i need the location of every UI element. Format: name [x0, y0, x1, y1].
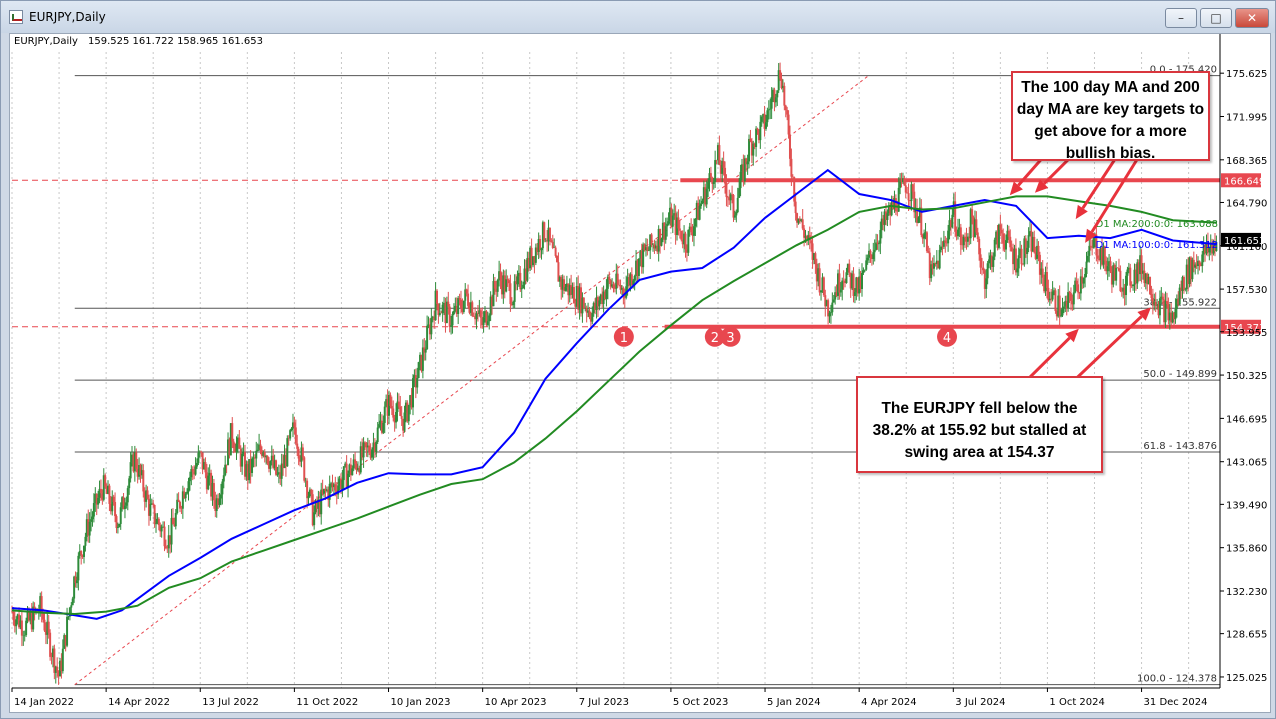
level-price-label: 154.373 [1224, 323, 1265, 334]
y-tick-label: 132.230 [1226, 587, 1267, 598]
maximize-button[interactable]: □ [1200, 8, 1232, 28]
x-tick-label: 3 Jul 2024 [955, 697, 1005, 708]
x-tick-label: 31 Dec 2024 [1144, 697, 1208, 708]
callout-fib-line-3: swing area at 154.37 [904, 444, 1055, 461]
x-tick-label: 10 Jan 2023 [391, 697, 451, 708]
info-ohlc: 159.525 161.722 158.965 161.653 [88, 36, 263, 47]
fib-trend-line [74, 75, 869, 686]
price-series [11, 62, 1218, 685]
ma-line-ma10000 [11, 168, 1217, 620]
swing-marker-label: 1 [620, 331, 628, 346]
callout-ma-line-2: day MA are key targets to [1016, 101, 1205, 118]
y-tick-label: 128.655 [1226, 630, 1267, 641]
callout-fib-line-2: 38.2% at 155.92 but stalled at [872, 422, 1087, 439]
minimize-button[interactable]: – [1165, 8, 1197, 28]
annotation-arrows [1009, 151, 1151, 392]
x-tick-label: 11 Oct 2022 [296, 697, 358, 708]
callout-ma-line-1: The 100 day MA and 200 [1021, 79, 1200, 96]
fib-level-label: 61.8 - 143.876 [1143, 441, 1217, 452]
swing-marker-label: 3 [726, 331, 734, 346]
chart-icon [9, 10, 23, 24]
y-tick-label: 139.490 [1226, 500, 1267, 511]
x-tick-label: 13 Jul 2022 [202, 697, 259, 708]
swing-marker-circle [613, 326, 634, 347]
axes: 14 Jan 2022 14 Apr 2022 13 Jul 2022 11 Oct … [11, 34, 1267, 708]
level-price-box [1221, 173, 1261, 188]
ma-arrow-head [1075, 204, 1088, 220]
last-price-box [1221, 232, 1261, 247]
y-tick-label: 135.860 [1226, 544, 1267, 555]
y-tick-label: 175.625 [1226, 69, 1267, 80]
swing-marker-circle [704, 326, 725, 347]
y-tick-label: 157.530 [1226, 285, 1267, 296]
level-price-label: 166.649 [1224, 176, 1265, 187]
callout-fib-note: The EURJPY fell below the 38.2% at 155.9… [856, 376, 1103, 473]
y-tick-label: 168.365 [1226, 156, 1267, 167]
x-tick-label: 5 Jan 2024 [767, 697, 821, 708]
x-tick-label: 10 Apr 2023 [485, 697, 547, 708]
ma-line-ma20000 [11, 195, 1217, 616]
ma-arrow-shaft [1090, 151, 1143, 233]
swing-marker-circle [937, 326, 958, 347]
fib-level-label: 50.0 - 149.899 [1143, 369, 1217, 380]
ma-arrow-shaft [1081, 151, 1121, 210]
callout-ma-line-4: bullish bias. [1065, 145, 1156, 162]
x-tick-label: 5 Oct 2023 [673, 697, 728, 708]
fib-level-label: 0.0 - 175.420 [1150, 65, 1217, 76]
grid [11, 52, 1190, 688]
ma-value-label: D1 MA:100:0:0: 161.312 [1096, 240, 1218, 251]
minimize-icon: – [1178, 11, 1184, 25]
swing-marker-circle [720, 326, 741, 347]
y-tick-label: 164.790 [1226, 198, 1267, 209]
ma-value-label: D1 MA:200:0:0: 163.088 [1096, 219, 1218, 230]
ma-arrow-head [1034, 179, 1049, 193]
info-symbol: EURJPY,Daily [14, 36, 78, 47]
swing-marker-label: 2 [711, 331, 719, 346]
last-price-label: 161.653 [1224, 236, 1265, 247]
x-tick-label: 14 Apr 2022 [108, 697, 170, 708]
y-tick-label: 143.065 [1226, 458, 1267, 469]
x-tick-label: 7 Jul 2023 [579, 697, 629, 708]
y-tick-label: 125.025 [1226, 673, 1267, 684]
fib-arrow-head [1137, 307, 1151, 321]
horizontal-levels: 166.649 154.373 [12, 173, 1265, 334]
y-tick-label: 153.955 [1226, 328, 1267, 339]
callout-ma-line-3: get above for a more [1034, 123, 1187, 140]
callout-ma-note: The 100 day MA and 200 day MA are key ta… [1011, 71, 1210, 162]
window-title: EURJPY,Daily [29, 10, 106, 24]
swing-marker-label: 4 [943, 331, 951, 346]
title-bar: EURJPY,Daily – □ ✕ [1, 1, 1275, 33]
y-tick-label: 146.695 [1226, 414, 1267, 425]
x-tick-label: 4 Apr 2024 [861, 697, 916, 708]
close-icon: ✕ [1246, 11, 1258, 25]
fib-arrow-head [1065, 328, 1079, 343]
callout-fib-line-1: The EURJPY fell below the [881, 400, 1078, 417]
x-tick-label: 1 Oct 2024 [1049, 697, 1104, 708]
maximize-icon: □ [1210, 11, 1222, 25]
y-tick-label: 150.325 [1226, 371, 1267, 382]
fib-level-label: 100.0 - 124.378 [1137, 674, 1217, 685]
close-button[interactable]: ✕ [1235, 8, 1269, 28]
y-tick-label: 161.160 [1226, 242, 1267, 253]
x-tick-label: 14 Jan 2022 [14, 697, 74, 708]
ma-arrow-head [1009, 181, 1023, 196]
ma-arrow-head [1085, 228, 1097, 243]
y-tick-label: 171.995 [1226, 112, 1267, 123]
moving-averages: D1 MA:200:0:0: 163.088 D1 MA:100:0:0: 161… [11, 168, 1218, 620]
level-price-box [1221, 319, 1261, 334]
